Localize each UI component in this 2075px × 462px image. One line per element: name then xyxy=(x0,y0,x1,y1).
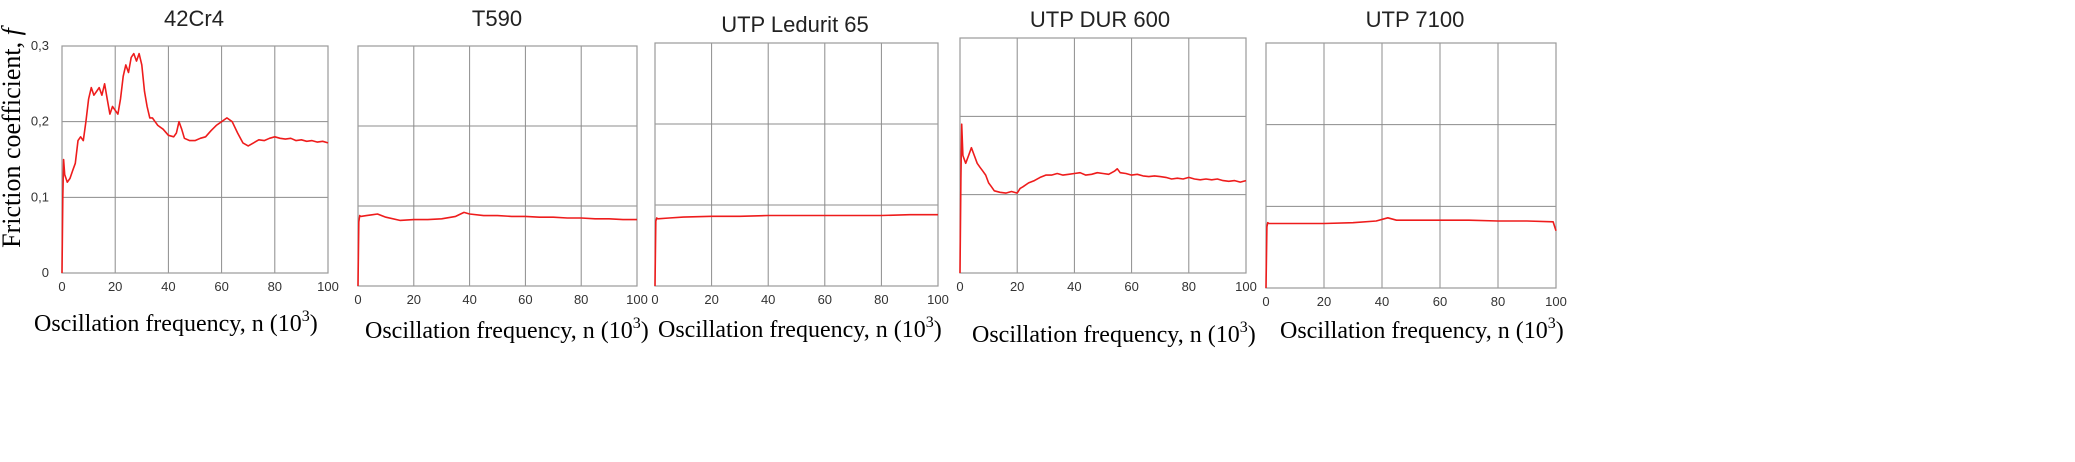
panel-3-x-tick-label-0: 0 xyxy=(651,292,658,307)
panel-4-x-tick-label-3: 60 xyxy=(1124,279,1138,294)
panel-1-x-tick-label-4: 80 xyxy=(268,279,282,294)
panel-2-x-tick-label-0: 0 xyxy=(354,292,361,307)
panel-5-plot: 0 20 40 60 80 100 xyxy=(1262,42,1567,309)
panel-4-x-tick-label-2: 40 xyxy=(1067,279,1081,294)
panel-5-x-tick-label-0: 0 xyxy=(1262,294,1269,309)
panel-5-x-axis-label-sup: 3 xyxy=(1548,315,1556,332)
panel-4-x-tick-label-0: 0 xyxy=(956,279,963,294)
panel-3-x-tick-label-5: 100 xyxy=(927,292,949,307)
panel-1-plot-area xyxy=(62,46,328,273)
panel-2-frame xyxy=(357,45,638,287)
panel-1-friction-series-line xyxy=(61,52,329,274)
panel-3-x-axis-label: Oscillation frequency, n (103) xyxy=(658,314,942,343)
panel-1: 42Cr4 0 20 40 60 80 100 0 0,1 0,2 0,3 Oscillation… xyxy=(31,6,339,337)
panel-4-x-axis-label-text: Oscillation frequency, n (10 xyxy=(972,322,1240,348)
panel-4-x-tick-label-4: 80 xyxy=(1182,279,1196,294)
panel-3-x-axis-label-sup: 3 xyxy=(926,314,934,331)
panel-2-x-axis-label-text: Oscillation frequency, n (10 xyxy=(365,318,633,344)
panel-4-x-tick-label-5: 100 xyxy=(1235,279,1257,294)
panel-1-x-tick-label-5: 100 xyxy=(317,279,339,294)
panel-5-x-tick-label-4: 80 xyxy=(1491,294,1505,309)
panel-5-x-tick-label-1: 20 xyxy=(1317,294,1331,309)
panel-1-y-tick-label-2: 0,2 xyxy=(31,114,49,129)
y-axis-label-text: Friction coefficient, xyxy=(0,35,26,248)
panel-1-x-axis-label-text: Oscillation frequency, n (10 xyxy=(34,311,302,337)
panel-4-friction-series-line xyxy=(959,123,1247,274)
panel-1-y-tick-label-0: 0 xyxy=(42,265,49,280)
panel-1-title: 42Cr4 xyxy=(164,6,224,31)
panel-1-x-axis-label-sup: 3 xyxy=(302,308,310,325)
panel-5-x-tick-label-3: 60 xyxy=(1433,294,1447,309)
panel-4-plot-area xyxy=(960,38,1246,273)
panel-3-x-tick-label-2: 40 xyxy=(761,292,775,307)
panel-3-friction-series-line xyxy=(654,213,938,287)
panel-1-y-tick-label-3: 0,3 xyxy=(31,38,49,53)
panel-1-x-tick-label-3: 60 xyxy=(214,279,228,294)
panel-2-plot-area xyxy=(358,46,637,286)
panel-2-x-tick-label-1: 20 xyxy=(407,292,421,307)
panel-4-frame xyxy=(959,37,1247,274)
panel-3-x-tick-label-3: 60 xyxy=(818,292,832,307)
panel-5-x-axis-label: Oscillation frequency, n (103) xyxy=(1280,315,1564,344)
panel-2-x-axis-label-close: ) xyxy=(641,318,649,344)
panel-1-x-tick-label-2: 40 xyxy=(161,279,175,294)
panel-2: T590 0 20 40 60 80 100 Oscillation frequency,… xyxy=(354,6,648,344)
panel-3-x-axis-label-close: ) xyxy=(934,317,942,343)
panel-2-x-axis-label: Oscillation frequency, n (103) xyxy=(365,315,649,344)
panel-3-x-tick-label-4: 80 xyxy=(874,292,888,307)
panel-3-x-tick-label-1: 20 xyxy=(704,292,718,307)
y-axis-label: Friction coefficient, f xyxy=(0,24,26,248)
panel-5: UTP 7100 0 20 40 60 80 100 Oscillation freque… xyxy=(1262,7,1566,344)
panel-5-title: UTP 7100 xyxy=(1366,7,1465,32)
panel-3-plot-area xyxy=(655,43,938,286)
panel-5-x-tick-label-5: 100 xyxy=(1545,294,1567,309)
panel-1-y-tick-label-1: 0,1 xyxy=(31,189,49,204)
panel-2-x-axis-label-sup: 3 xyxy=(633,315,641,332)
panel-4-title: UTP DUR 600 xyxy=(1030,7,1170,32)
panel-3-frame xyxy=(654,42,939,287)
panel-5-plot-area xyxy=(1266,43,1556,288)
panel-2-x-tick-label-4: 80 xyxy=(574,292,588,307)
y-axis-label-symbol: f xyxy=(0,24,26,35)
panel-4-x-tick-label-1: 20 xyxy=(1010,279,1024,294)
panel-3-plot: 0 20 40 60 80 100 xyxy=(651,42,949,307)
panel-5-x-axis-label-text: Oscillation frequency, n (10 xyxy=(1280,318,1548,344)
panel-5-friction-series-line xyxy=(1265,217,1557,289)
panel-2-x-tick-label-3: 60 xyxy=(518,292,532,307)
panel-4-x-axis-label-sup: 3 xyxy=(1240,319,1248,336)
panel-5-frame xyxy=(1265,42,1557,289)
panel-2-title: T590 xyxy=(472,6,522,31)
panel-1-plot: 0 20 40 60 80 100 0 0,1 0,2 0,3 xyxy=(31,38,339,294)
panel-4: UTP DUR 600 0 20 40 60 80 100 Oscillation fre… xyxy=(956,7,1256,348)
panel-2-x-tick-label-5: 100 xyxy=(626,292,648,307)
panel-2-plot: 0 20 40 60 80 100 xyxy=(354,45,648,307)
panel-3: UTP Ledurit 65 0 20 40 60 80 100 Oscillation … xyxy=(651,12,948,343)
panel-1-x-tick-label-1: 20 xyxy=(108,279,122,294)
panel-1-x-axis-label: Oscillation frequency, n (103) xyxy=(34,308,318,337)
panel-5-x-tick-label-2: 40 xyxy=(1375,294,1389,309)
panel-2-x-tick-label-2: 40 xyxy=(462,292,476,307)
panel-1-x-axis-label-close: ) xyxy=(310,311,318,337)
panel-2-friction-series-line xyxy=(357,211,637,287)
panel-4-plot: 0 20 40 60 80 100 xyxy=(956,37,1257,294)
panel-3-title: UTP Ledurit 65 xyxy=(721,12,869,37)
panel-4-x-axis-label: Oscillation frequency, n (103) xyxy=(972,319,1256,348)
panel-3-x-axis-label-text: Oscillation frequency, n (10 xyxy=(658,317,926,343)
panel-1-x-tick-label-0: 0 xyxy=(58,279,65,294)
panel-1-frame xyxy=(61,45,329,274)
panel-5-x-axis-label-close: ) xyxy=(1556,318,1564,344)
panel-4-x-axis-label-close: ) xyxy=(1248,322,1256,348)
